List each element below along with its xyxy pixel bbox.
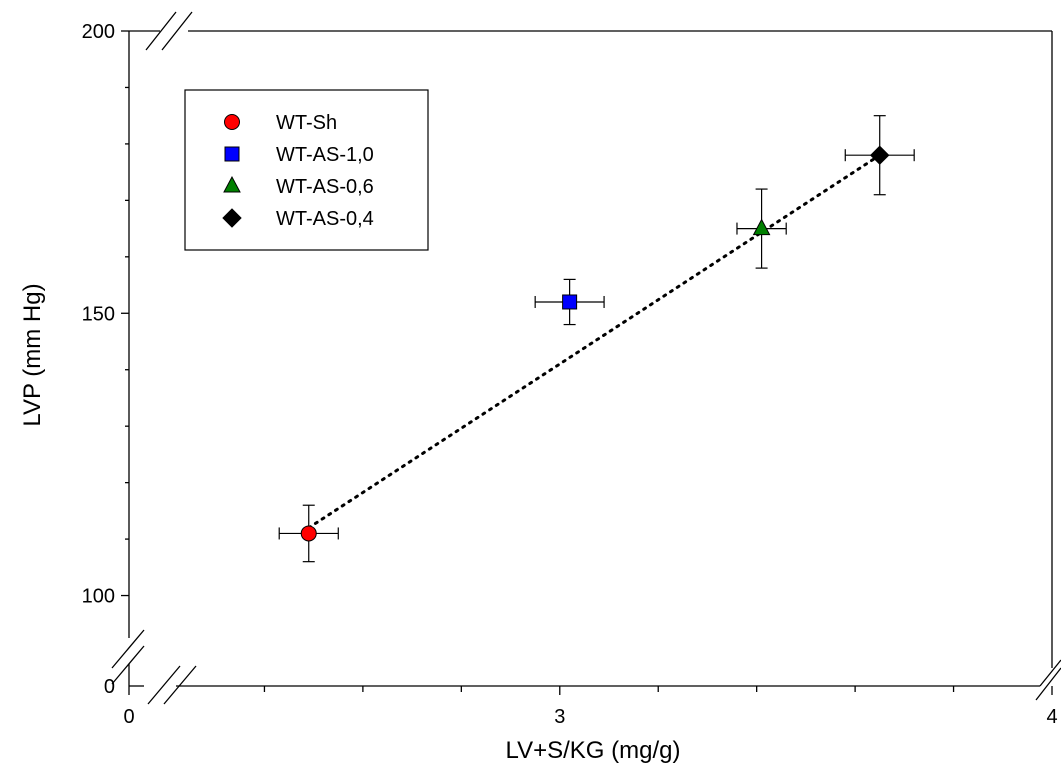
legend-marker [223, 175, 241, 193]
axes [111, 11, 1061, 705]
data-points-layer [278, 115, 915, 563]
y-axis-title: LVP (mm Hg) [19, 283, 46, 426]
point-marker [870, 145, 890, 165]
y-tick-label: 0 [104, 676, 115, 698]
data-point-wt-as-0-6 [736, 188, 787, 269]
y-tick-label: 100 [82, 586, 115, 608]
point-marker [300, 525, 317, 542]
legend-marker [222, 208, 242, 228]
x-tick-label: 3 [554, 706, 565, 728]
legend-label: WT-Sh [276, 112, 337, 134]
legend: WT-Sh WT-AS-1,0 WT-AS-0,6 WT-AS-0,4 [184, 89, 429, 251]
legend-item: WT-AS-0,6 [223, 175, 374, 198]
legend-label: WT-AS-1,0 [276, 144, 374, 166]
x-tick-label: 4 [1046, 706, 1057, 728]
legend-item: WT-AS-1,0 [224, 144, 374, 166]
legend-label: WT-AS-0,4 [276, 208, 374, 230]
data-point-wt-as-1-0 [534, 278, 605, 326]
axis-break-mark [145, 11, 177, 51]
x-axis-title: LV+S/KG (mg/g) [506, 737, 681, 764]
trend-line [307, 153, 882, 530]
trend-line-layer [307, 153, 882, 530]
tick-labels: 0 100 150 200 0 3 4 [82, 21, 1058, 728]
axis-break-mark [1035, 667, 1061, 701]
y-tick-label: 200 [82, 21, 115, 43]
axis-break-mark [1039, 659, 1061, 687]
x-tick-label: 0 [123, 706, 134, 728]
point-marker [752, 218, 771, 236]
axis-break-mark [111, 645, 145, 685]
legend-item: WT-AS-0,4 [222, 208, 374, 230]
axis-break-mark [147, 665, 181, 705]
legend-marker [224, 146, 240, 162]
point-marker [562, 294, 578, 310]
legend-item: WT-Sh [224, 112, 337, 134]
y-tick-label: 150 [82, 303, 115, 325]
data-point-wt-as-0-4 [844, 115, 915, 196]
legend-marker [224, 114, 240, 130]
axis-break-mark [111, 629, 145, 669]
axis-break-mark [163, 665, 197, 705]
data-point-wt-sh [278, 504, 339, 563]
axis-break-mark [161, 11, 193, 51]
legend-label: WT-AS-0,6 [276, 176, 374, 198]
legend-box [184, 89, 429, 251]
